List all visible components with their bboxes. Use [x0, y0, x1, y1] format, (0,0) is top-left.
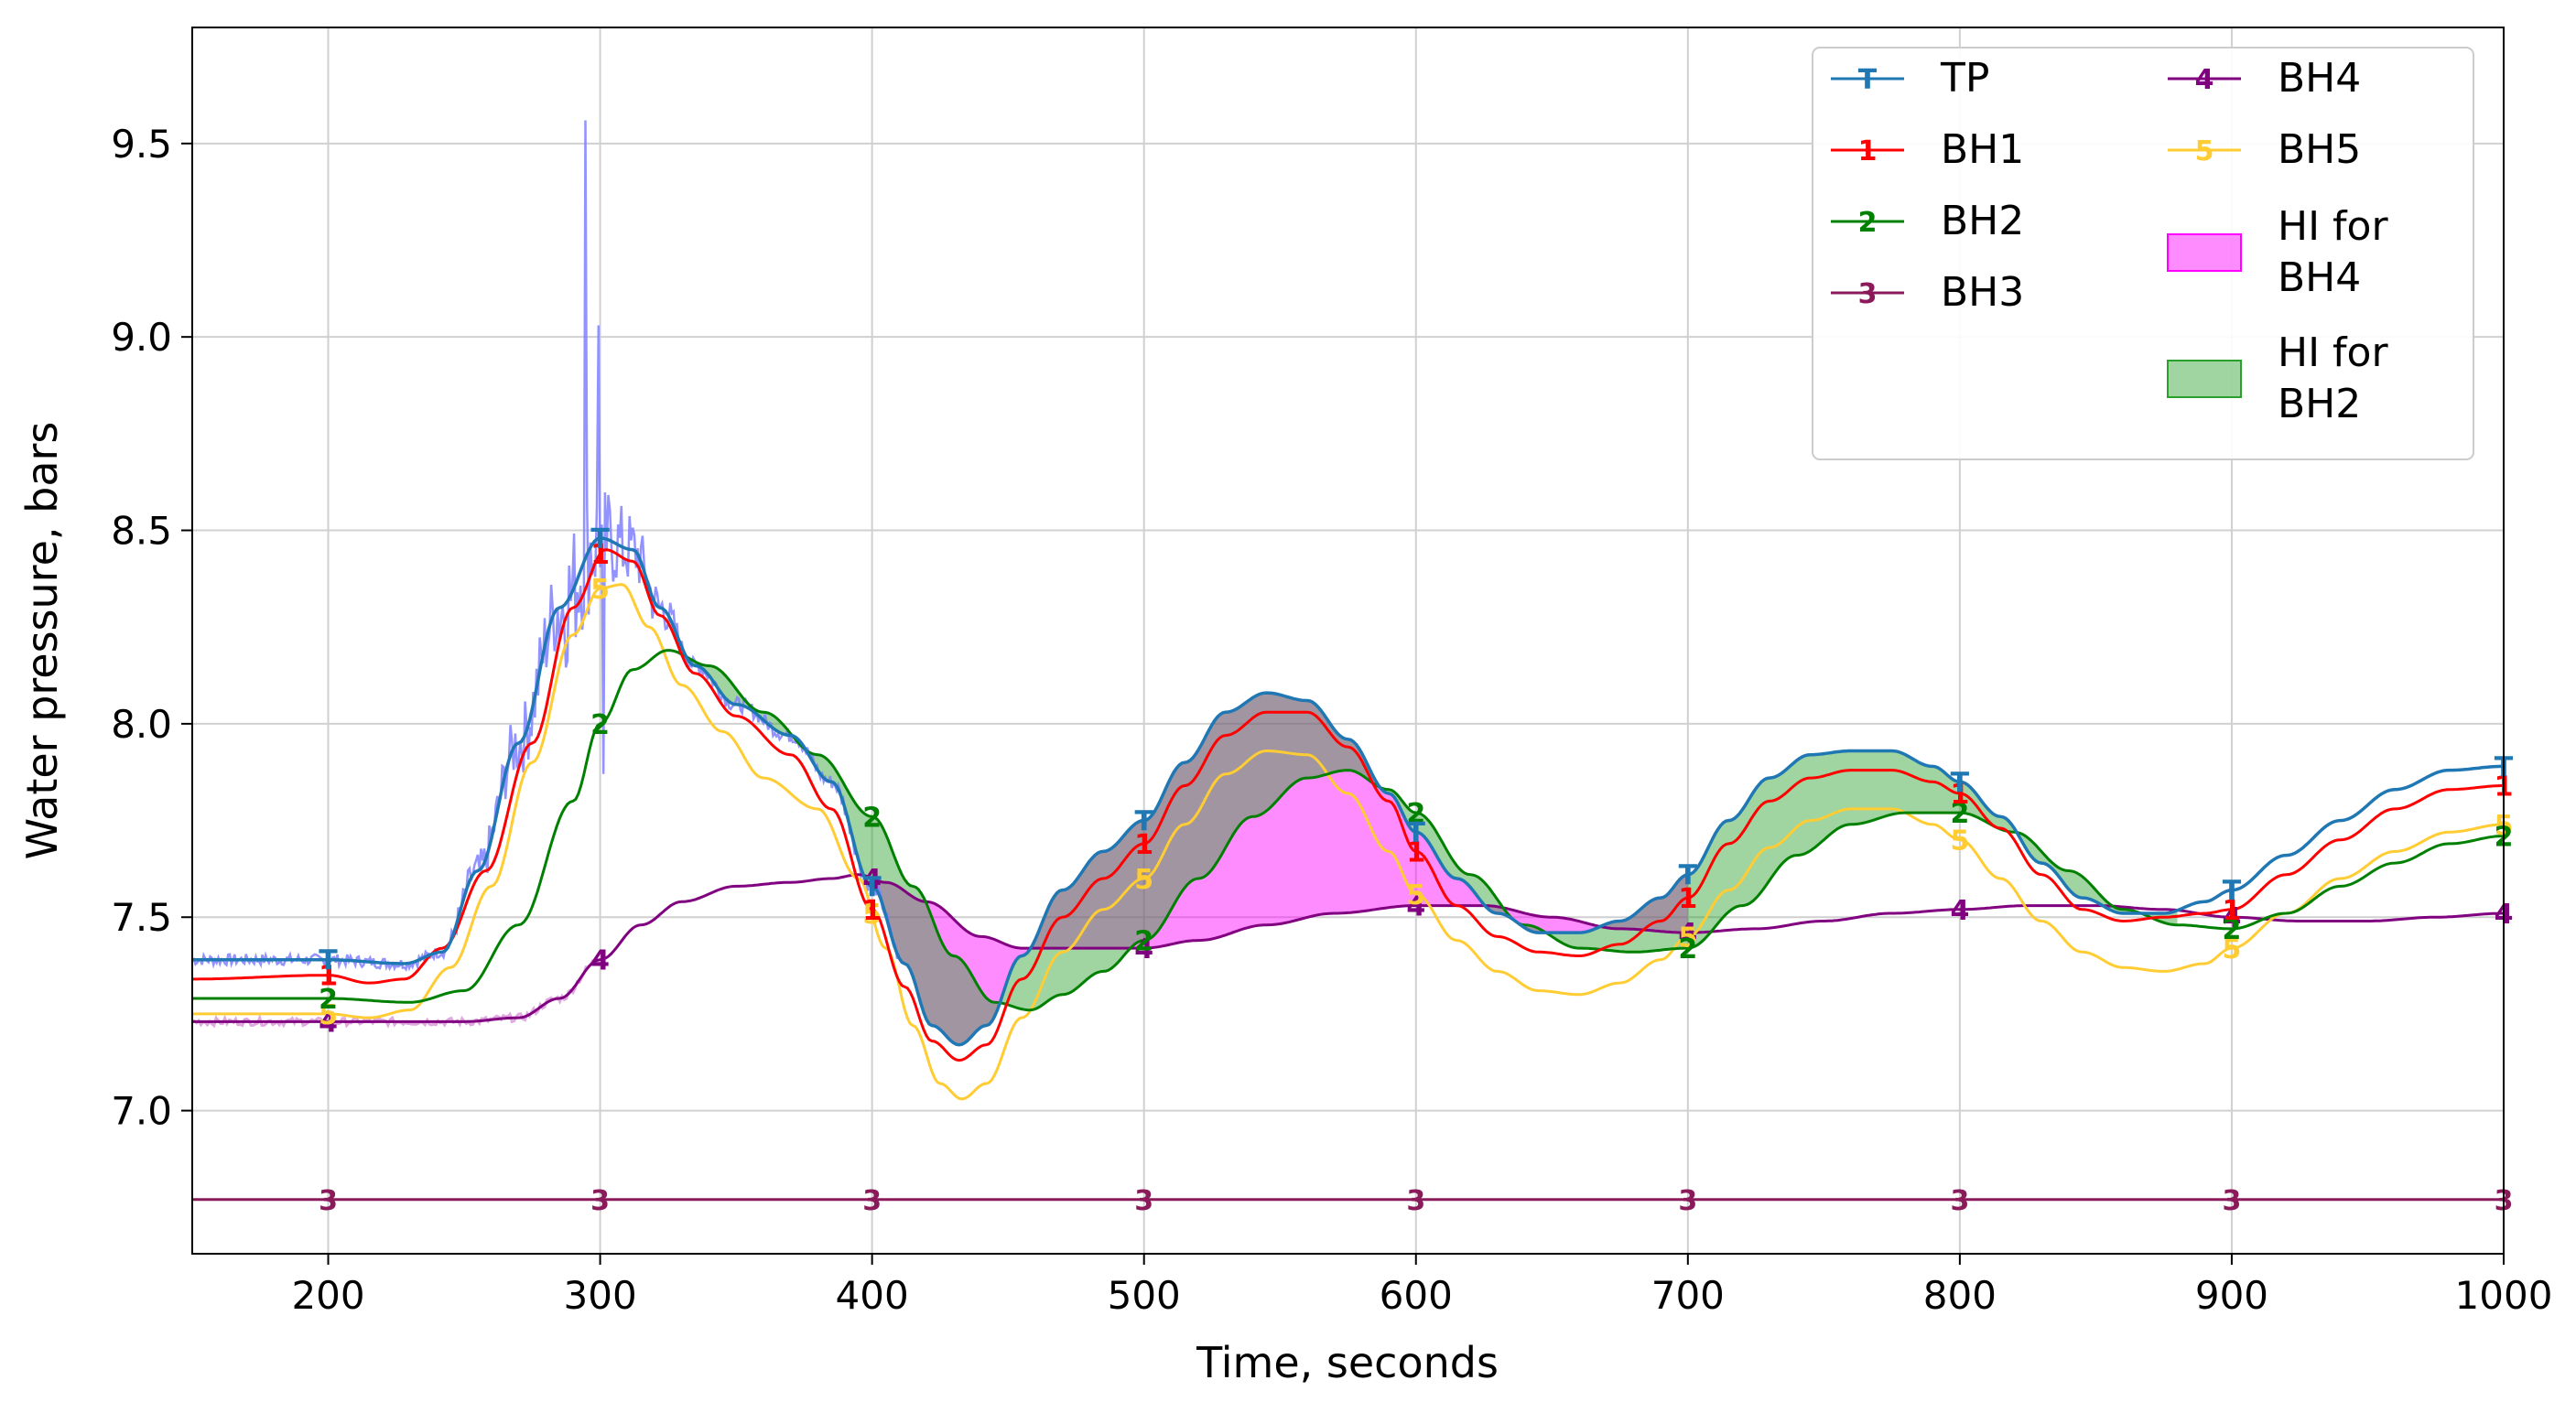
marker-bh4-3: 4	[1134, 933, 1153, 965]
marker-bh4-0: 4	[319, 1007, 338, 1039]
legend-label-5: BH5	[2278, 126, 2361, 173]
x-tick-label-2: 400	[836, 1273, 909, 1318]
legend-marker-4: 4	[2195, 64, 2214, 96]
x-tick-label-1: 300	[564, 1273, 637, 1318]
marker-bh5-1: 5	[590, 574, 610, 606]
x-axis-label: Time, seconds	[1196, 1338, 1499, 1387]
marker-bh1-5: 1	[1678, 883, 1697, 915]
filled-areas	[681, 647, 2178, 1045]
marker-bh2-7: 2	[2223, 914, 2242, 946]
series-line-bh5	[192, 583, 2504, 1101]
x-tick-label-7: 900	[2195, 1273, 2268, 1318]
marker-bh1-7: 1	[2223, 895, 2242, 927]
legend-label-7: HI for BH2	[2278, 329, 2388, 427]
series-line-bh2	[192, 649, 2504, 1012]
marker-tp-2: T	[862, 871, 882, 903]
marker-bh3-4: 3	[1406, 1185, 1425, 1217]
marker-bh1-1: 1	[590, 539, 610, 571]
marker-bh1-2: 1	[862, 895, 882, 927]
legend-label-0: TP	[1940, 55, 1989, 102]
marker-bh3-0: 3	[319, 1185, 338, 1217]
marker-bh1-0: 1	[319, 961, 338, 993]
marker-bh4-1: 4	[590, 945, 610, 977]
marker-bh4-5: 4	[1678, 918, 1697, 950]
marker-bh2-6: 2	[1950, 798, 1969, 830]
marker-tp-4: T	[1407, 817, 1426, 849]
series-line-bh4	[192, 873, 2504, 1023]
marker-bh1-4: 1	[1406, 836, 1425, 868]
marker-bh2-1: 2	[590, 709, 610, 741]
marker-bh5-4: 5	[1406, 879, 1425, 911]
x-tick-label-6: 800	[1923, 1273, 1997, 1318]
marker-tp-7: T	[2223, 876, 2242, 908]
marker-bh3-5: 3	[1678, 1185, 1697, 1217]
series-lines	[192, 536, 2504, 1202]
legend-patch-7	[2167, 360, 2242, 398]
x-tick-label-8: 1000	[2455, 1273, 2553, 1318]
legend-marker-1: 1	[1858, 135, 1878, 167]
legend-label-6: HI for BH4	[2278, 203, 2388, 301]
marker-bh3-3: 3	[1134, 1185, 1153, 1217]
marker-bh3-1: 3	[590, 1185, 610, 1217]
plot-frame	[191, 27, 2505, 1255]
legend-marker-3: 3	[1858, 278, 1878, 310]
marker-bh5-7: 5	[2223, 933, 2242, 965]
legend-label-4: BH4	[2278, 55, 2361, 102]
legend-label-1: BH1	[1941, 126, 2024, 173]
marker-bh2-4: 2	[1406, 798, 1425, 830]
marker-bh2-3: 2	[1134, 926, 1153, 958]
y-tick-label-0: 7.0	[111, 1089, 172, 1134]
legend-marker-5: 5	[2195, 135, 2214, 167]
x-tick-label-0: 200	[291, 1273, 364, 1318]
marker-bh4-7: 4	[2223, 902, 2242, 934]
marker-tp-1: T	[590, 523, 610, 555]
marker-bh4-2: 4	[862, 864, 882, 896]
legend-label-3: BH3	[1941, 269, 2024, 316]
series-line-bh1	[192, 548, 2504, 1062]
y-tick-label-2: 8.0	[111, 702, 172, 747]
marker-bh1-3: 1	[1134, 829, 1153, 861]
legend-marker-0: T	[1858, 64, 1878, 96]
marker-bh5-0: 5	[319, 999, 338, 1031]
filled-area-1	[681, 647, 2178, 1045]
x-tick-label-5: 700	[1651, 1273, 1725, 1318]
y-tick-label-1: 7.5	[111, 895, 172, 940]
x-tick-label-3: 500	[1108, 1273, 1181, 1318]
filled-area-0	[871, 693, 1688, 1045]
marker-tp-6: T	[1951, 767, 1970, 799]
marker-bh2-0: 2	[319, 984, 338, 1016]
marker-tp-3: T	[1134, 806, 1153, 838]
marker-bh4-4: 4	[1406, 891, 1425, 923]
marker-bh2-5: 2	[1678, 933, 1697, 965]
marker-bh3-6: 3	[1950, 1185, 1969, 1217]
axis-ticks: 200 300 400 500 600 700 800 900 1000 7.0 7.5 8.0 8.5…	[111, 122, 2552, 1318]
marker-bh2-2: 2	[862, 802, 882, 834]
marker-bh3-7: 3	[2223, 1185, 2242, 1217]
y-axis-label: Water pressure, bars	[17, 422, 67, 860]
y-tick-label-3: 8.5	[111, 509, 172, 554]
legend: T TP 1 BH1 2 BH2 3 BH3 4 BH4 5 BH5 HI for BH4 HI for BH…	[1812, 47, 2474, 460]
marker-bh5-6: 5	[1950, 825, 1969, 857]
x-tick-label-4: 600	[1380, 1273, 1453, 1318]
marker-bh5-3: 5	[1134, 864, 1153, 896]
marker-bh1-6: 1	[1950, 779, 1969, 811]
legend-patch-6	[2167, 233, 2242, 272]
marker-bh4-6: 4	[1950, 895, 1969, 927]
marker-bh3-2: 3	[862, 1185, 882, 1217]
marker-bh5-5: 5	[1678, 922, 1697, 954]
y-tick-label-5: 9.5	[111, 122, 172, 167]
marker-tp-5: T	[1679, 860, 1698, 892]
legend-marker-2: 2	[1858, 207, 1878, 239]
y-tick-label-4: 9.0	[111, 315, 172, 360]
legend-label-2: BH2	[1941, 198, 2024, 244]
series-line-tp	[192, 536, 2504, 1047]
legend-box	[1812, 47, 2474, 460]
marker-tp-0: T	[319, 945, 338, 977]
marker-bh5-2: 5	[862, 899, 882, 931]
